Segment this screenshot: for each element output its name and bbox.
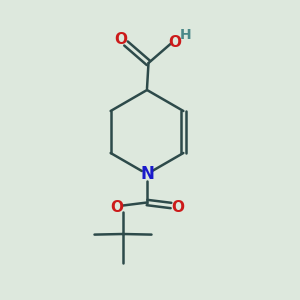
Text: O: O xyxy=(110,200,123,214)
Text: O: O xyxy=(114,32,127,47)
Text: O: O xyxy=(168,35,182,50)
Text: O: O xyxy=(171,200,184,214)
Text: N: N xyxy=(140,165,154,183)
Text: H: H xyxy=(180,28,192,42)
